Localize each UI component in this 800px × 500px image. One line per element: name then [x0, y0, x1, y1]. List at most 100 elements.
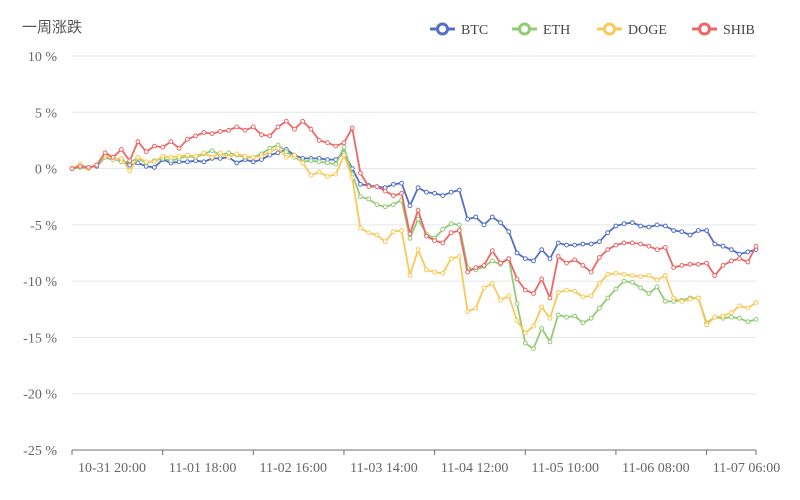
- series-line: [71, 148, 757, 262]
- data-point: [621, 240, 627, 246]
- data-point: [646, 224, 652, 230]
- data-point: [564, 260, 569, 266]
- data-point: [621, 221, 627, 227]
- data-point: [300, 118, 306, 124]
- data-point: [728, 314, 734, 320]
- data-point: [86, 165, 91, 170]
- data-point: [671, 295, 676, 301]
- data-point: [259, 153, 264, 159]
- data-point: [481, 222, 487, 228]
- data-point: [193, 133, 199, 139]
- data-point: [201, 150, 207, 156]
- data-point: [539, 247, 545, 253]
- data-point: [283, 149, 289, 155]
- data-point: [630, 240, 635, 246]
- data-point: [679, 299, 685, 304]
- data-point: [630, 220, 635, 226]
- data-point: [456, 254, 462, 259]
- data-point: [662, 223, 668, 229]
- data-point: [424, 267, 429, 273]
- data-point: [728, 310, 734, 316]
- data-point: [382, 204, 388, 210]
- data-point: [572, 242, 578, 248]
- data-point: [621, 272, 627, 277]
- data-point: [456, 228, 462, 233]
- data-point: [448, 221, 454, 227]
- data-point: [638, 274, 643, 280]
- data-point: [745, 319, 751, 325]
- data-point: [275, 145, 281, 151]
- data-point: [143, 159, 149, 165]
- data-point: [275, 124, 281, 130]
- data-point: [366, 196, 372, 202]
- data-point: [662, 245, 668, 250]
- data-point: [201, 130, 207, 135]
- data-point: [597, 281, 602, 286]
- data-point: [448, 189, 454, 195]
- x-tick-label: 11-05 10:00: [531, 461, 599, 476]
- data-point: [539, 326, 545, 331]
- chart-title: 一周涨跌: [22, 18, 83, 36]
- legend-item-btc[interactable]: BTC: [430, 22, 488, 38]
- data-point: [234, 160, 240, 166]
- data-point: [374, 184, 380, 190]
- series-line: [71, 143, 757, 350]
- series-btc: [69, 147, 759, 264]
- data-point: [407, 273, 413, 278]
- data-point: [185, 152, 190, 158]
- data-point: [325, 174, 330, 179]
- data-point: [531, 258, 536, 264]
- data-point: [152, 143, 157, 149]
- legend-item-shib[interactable]: SHIB: [692, 22, 755, 38]
- y-tick-label: -20 %: [23, 388, 57, 403]
- data-point: [308, 172, 314, 178]
- data-point: [588, 293, 594, 299]
- data-point: [564, 314, 569, 320]
- data-point: [226, 150, 232, 156]
- data-point: [300, 160, 306, 166]
- data-point: [440, 240, 446, 246]
- data-point: [358, 194, 363, 200]
- data-point: [580, 294, 586, 300]
- data-point: [283, 118, 289, 124]
- data-point: [753, 317, 759, 322]
- data-point: [209, 131, 215, 137]
- data-point: [498, 297, 503, 303]
- data-point: [514, 301, 520, 307]
- data-point: [695, 261, 701, 267]
- legend-label: ETH: [543, 23, 570, 38]
- data-point: [374, 202, 380, 208]
- data-point: [547, 315, 553, 321]
- data-point: [597, 305, 602, 311]
- data-point: [226, 154, 232, 160]
- data-point: [473, 214, 479, 220]
- data-point: [753, 300, 759, 305]
- data-point: [242, 153, 248, 159]
- data-point: [283, 154, 289, 160]
- data-point: [695, 295, 701, 301]
- data-point: [456, 187, 462, 193]
- data-point: [176, 145, 182, 151]
- legend-item-doge[interactable]: DOGE: [597, 22, 667, 38]
- data-point: [465, 309, 471, 314]
- data-point: [415, 247, 421, 253]
- data-point: [588, 241, 594, 247]
- legend-item-eth[interactable]: ETH: [512, 22, 570, 38]
- data-point: [135, 160, 141, 166]
- y-tick-label: -10 %: [23, 275, 57, 290]
- data-point: [613, 242, 619, 248]
- data-point: [160, 144, 166, 150]
- data-point: [399, 228, 405, 233]
- y-tick-label: 10 %: [28, 50, 58, 65]
- data-point: [728, 258, 734, 264]
- data-point: [605, 295, 611, 301]
- data-point: [506, 229, 512, 235]
- data-point: [613, 223, 619, 229]
- legend[interactable]: BTC ETH DOGE SHIB: [430, 22, 755, 38]
- data-point: [654, 284, 660, 290]
- data-point: [654, 222, 660, 228]
- data-point: [687, 261, 693, 267]
- data-point: [745, 249, 751, 255]
- data-point: [110, 154, 116, 160]
